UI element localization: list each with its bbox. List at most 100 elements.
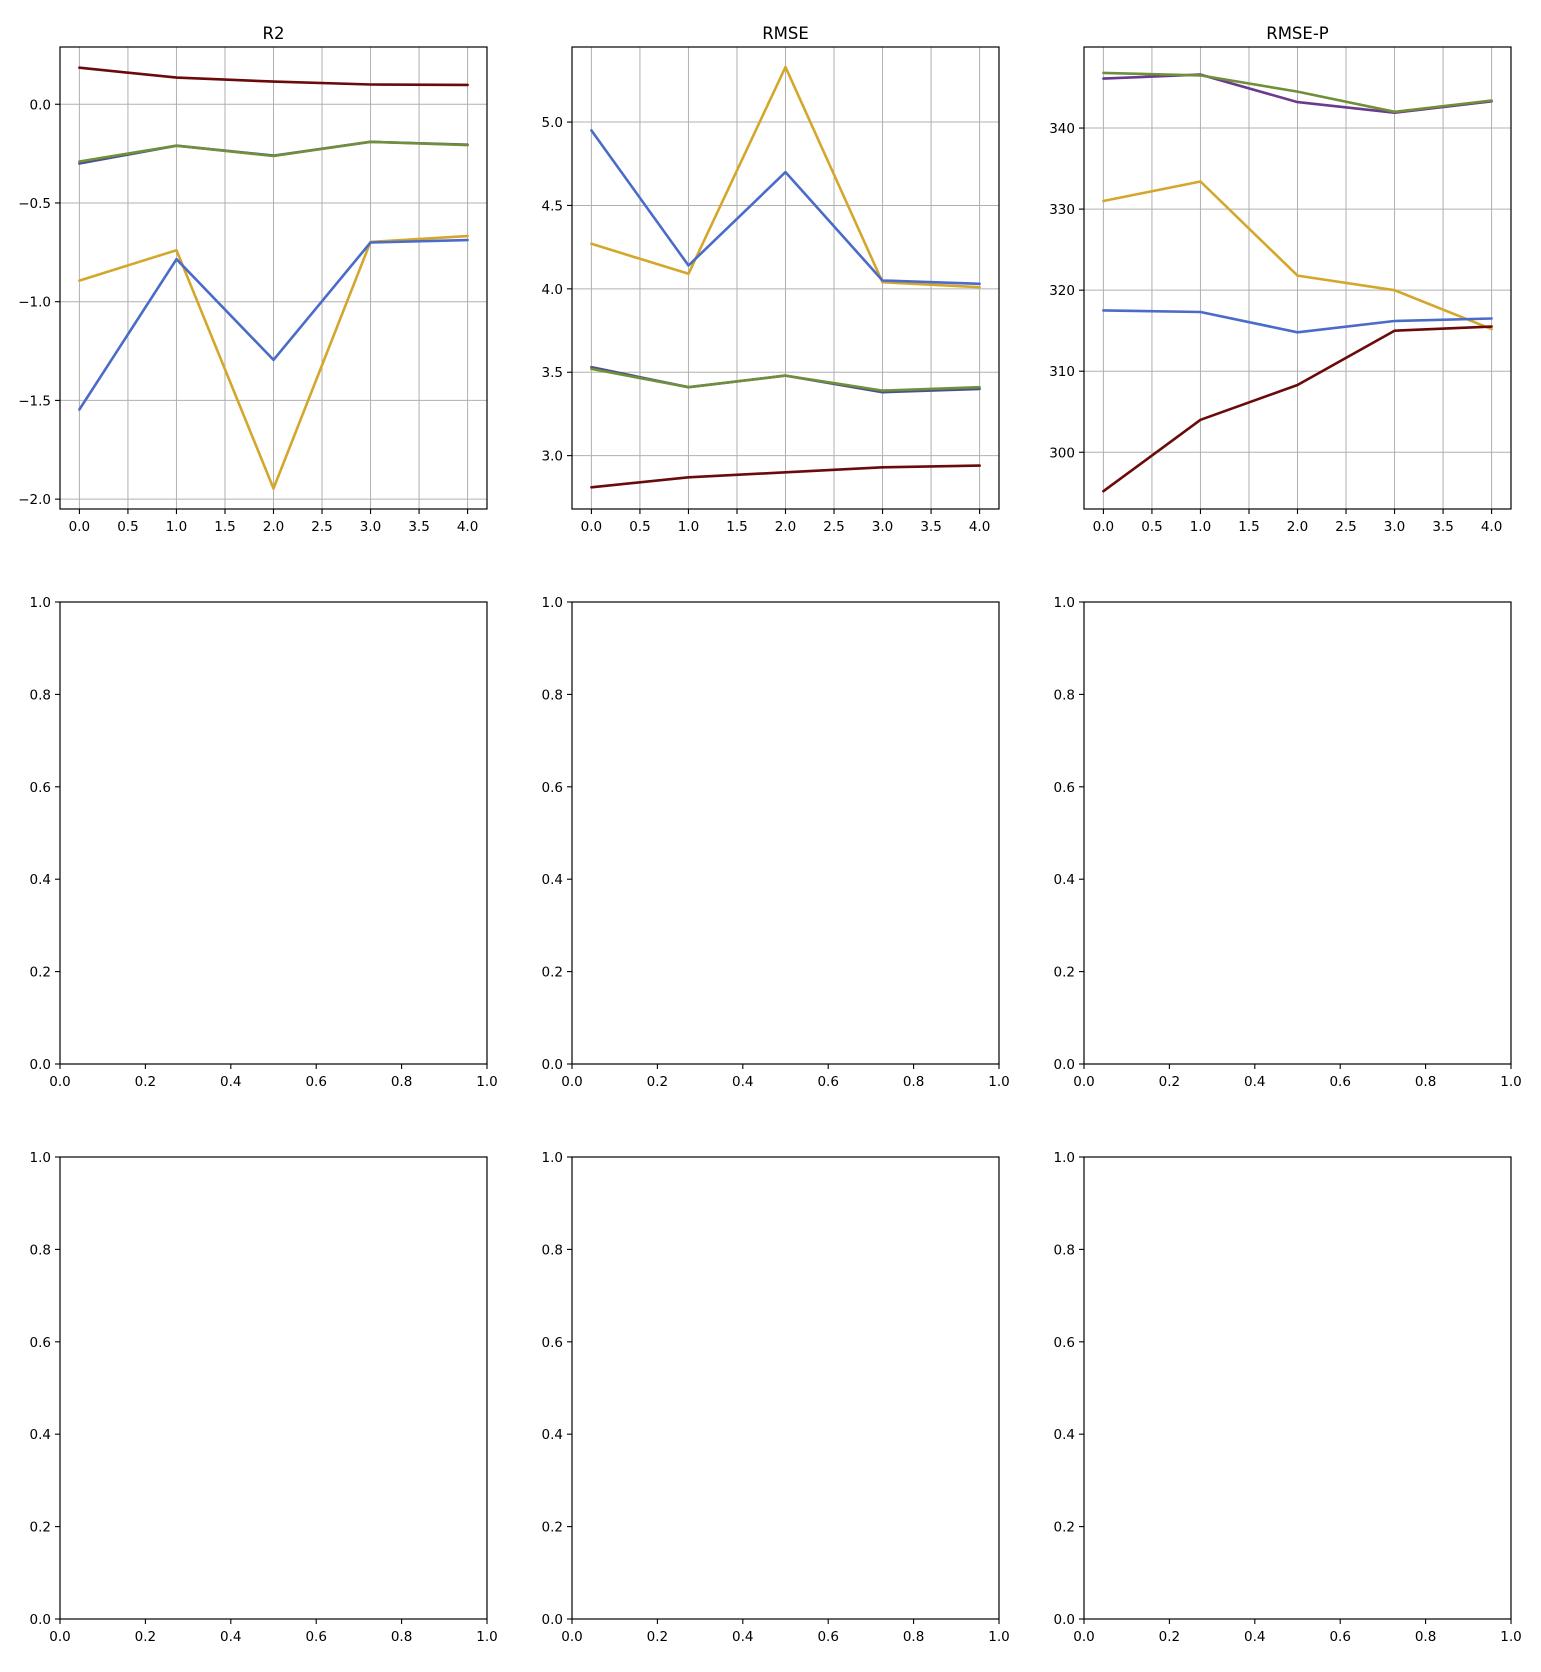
x-tick-label: 2.0 bbox=[1287, 519, 1308, 535]
x-tick-label: 0.4 bbox=[732, 1074, 753, 1090]
plot-area bbox=[1084, 1157, 1511, 1619]
y-tick-label: 1.0 bbox=[1054, 595, 1075, 611]
subplot-8: 0.0 0.2 0.4 0.6 0.8 1.0 0.0 0.2 0.4 0.6 0.8 1.0 bbox=[542, 1150, 1010, 1645]
x-tick-label: 0.8 bbox=[1415, 1629, 1436, 1645]
y-tick-label: 0.4 bbox=[542, 1427, 563, 1443]
x-tick-label: 4.0 bbox=[457, 519, 478, 535]
y-tick-label: 1.0 bbox=[542, 595, 563, 611]
y-tick-label: 310 bbox=[1049, 364, 1075, 380]
y-tick-label: 5.0 bbox=[542, 115, 563, 131]
subplot-5: 0.0 0.2 0.4 0.6 0.8 1.0 0.0 0.2 0.4 0.6 0.8 1.0 bbox=[542, 595, 1010, 1090]
x-tick-label: 1.5 bbox=[214, 519, 235, 535]
y-tick-label: 0.8 bbox=[30, 687, 51, 703]
series-line-4 bbox=[1102, 309, 1493, 334]
x-tick-label: 0.4 bbox=[732, 1629, 753, 1645]
axes-frame bbox=[571, 1156, 1000, 1620]
x-tick-label: 4.0 bbox=[1481, 519, 1502, 535]
x-tick-label: 3.0 bbox=[360, 519, 381, 535]
x-tick-label: 0.5 bbox=[629, 519, 650, 535]
x-tick-label: 0.8 bbox=[391, 1629, 412, 1645]
y-tick-label: 330 bbox=[1049, 202, 1075, 218]
series-line-1 bbox=[78, 66, 469, 87]
plot-area bbox=[572, 602, 999, 1064]
y-tick-label: 0.8 bbox=[1054, 687, 1075, 703]
y-tick-label: 0.4 bbox=[1054, 872, 1075, 888]
x-tick-label: 0.5 bbox=[1141, 519, 1162, 535]
subplot-title: RMSE-P bbox=[1266, 24, 1329, 43]
subplot-9: 0.0 0.2 0.4 0.6 0.8 1.0 0.0 0.2 0.4 0.6 0.8 1.0 bbox=[1054, 1150, 1522, 1645]
x-tick-label: 0.4 bbox=[1244, 1074, 1265, 1090]
x-tick-label: 2.5 bbox=[823, 519, 844, 535]
y-tick-label: 1.0 bbox=[1054, 1150, 1075, 1166]
y-tick-label: 0.0 bbox=[30, 97, 51, 113]
axes-frame bbox=[1083, 601, 1512, 1065]
x-tick-label: 0.0 bbox=[1093, 519, 1114, 535]
axes-frame bbox=[59, 601, 488, 1065]
subplot-title: RMSE bbox=[762, 24, 809, 43]
y-tick-label: 3.5 bbox=[542, 365, 563, 381]
x-tick-label: 0.6 bbox=[1329, 1629, 1350, 1645]
x-tick-label: 0.4 bbox=[220, 1074, 241, 1090]
subplot-3: 0.0 0.5 1.0 1.5 2.0 2.5 3.0 3.5 4.0 300 310 320 330 3… bbox=[1049, 24, 1512, 535]
x-tick-label: 0.2 bbox=[1159, 1074, 1180, 1090]
axes-frame bbox=[1083, 1156, 1512, 1620]
x-tick-label: 0.2 bbox=[1159, 1629, 1180, 1645]
y-tick-label: 4.0 bbox=[542, 282, 563, 298]
x-tick-label: 1.0 bbox=[1500, 1074, 1521, 1090]
x-tick-label: 0.8 bbox=[391, 1074, 412, 1090]
x-tick-label: 1.0 bbox=[678, 519, 699, 535]
y-tick-label: 0.2 bbox=[542, 965, 563, 981]
subplot-1: 0.0 0.5 1.0 1.5 2.0 2.5 3.0 3.5 4.0 0.0 −0.5 −1.0 −1… bbox=[18, 24, 488, 535]
y-tick-label: 0.2 bbox=[30, 1520, 51, 1536]
x-tick-label: 3.5 bbox=[408, 519, 429, 535]
y-tick-label: 0.6 bbox=[542, 1335, 563, 1351]
y-tick-label: 0.6 bbox=[1054, 780, 1075, 796]
subplot-4: 0.0 0.2 0.4 0.6 0.8 1.0 0.0 0.2 0.4 0.6 0.8 1.0 bbox=[30, 595, 498, 1090]
x-tick-label: 3.5 bbox=[1432, 519, 1453, 535]
y-tick-label: −1.5 bbox=[18, 393, 51, 409]
axes-frame bbox=[571, 601, 1000, 1065]
series-line-5 bbox=[78, 238, 469, 411]
x-tick-label: 0.0 bbox=[581, 519, 602, 535]
subplot-2: 0.0 0.5 1.0 1.5 2.0 2.5 3.0 3.5 4.0 3.0 3.5 4.0 4.5 5… bbox=[542, 24, 1000, 535]
y-tick-label: 0.8 bbox=[542, 1242, 563, 1258]
y-tick-label: 4.5 bbox=[542, 198, 563, 214]
y-tick-label: 3.0 bbox=[542, 449, 563, 465]
y-tick-label: 0.0 bbox=[542, 1057, 563, 1073]
x-tick-label: 4.0 bbox=[969, 519, 990, 535]
y-tick-label: 0.0 bbox=[30, 1612, 51, 1628]
x-tick-label: 1.0 bbox=[1190, 519, 1211, 535]
x-tick-label: 0.6 bbox=[817, 1629, 838, 1645]
x-tick-label: 0.0 bbox=[49, 1629, 70, 1645]
x-tick-label: 0.6 bbox=[817, 1074, 838, 1090]
x-tick-label: 0.2 bbox=[135, 1074, 156, 1090]
x-tick-label: 0.6 bbox=[305, 1074, 326, 1090]
plot-area bbox=[1084, 602, 1511, 1064]
y-tick-label: 0.0 bbox=[1054, 1612, 1075, 1628]
plot-area bbox=[60, 1157, 487, 1619]
x-tick-label: 0.4 bbox=[1244, 1629, 1265, 1645]
plot-area bbox=[572, 1157, 999, 1619]
y-tick-label: 0.0 bbox=[542, 1612, 563, 1628]
plot-area bbox=[60, 602, 487, 1064]
x-tick-label: 0.6 bbox=[1329, 1074, 1350, 1090]
series-line-4 bbox=[78, 234, 469, 490]
x-tick-label: 0.0 bbox=[69, 519, 90, 535]
x-tick-label: 3.5 bbox=[920, 519, 941, 535]
x-tick-label: 2.5 bbox=[311, 519, 332, 535]
x-tick-label: 3.0 bbox=[872, 519, 893, 535]
x-tick-label: 0.2 bbox=[647, 1629, 668, 1645]
x-tick-label: 3.0 bbox=[1384, 519, 1405, 535]
y-tick-label: 0.2 bbox=[1054, 1520, 1075, 1536]
y-tick-label: 0.4 bbox=[30, 872, 51, 888]
y-tick-label: 1.0 bbox=[30, 1150, 51, 1166]
y-tick-label: 0.2 bbox=[1054, 965, 1075, 981]
y-tick-label: 0.0 bbox=[1054, 1057, 1075, 1073]
series-line-5 bbox=[590, 464, 981, 489]
y-tick-label: 0.2 bbox=[30, 965, 51, 981]
y-tick-label: 0.6 bbox=[1054, 1335, 1075, 1351]
x-tick-label: 1.0 bbox=[988, 1074, 1009, 1090]
x-tick-label: 0.5 bbox=[117, 519, 138, 535]
y-tick-label: 0.8 bbox=[1054, 1242, 1075, 1258]
axes-frame bbox=[59, 1156, 488, 1620]
